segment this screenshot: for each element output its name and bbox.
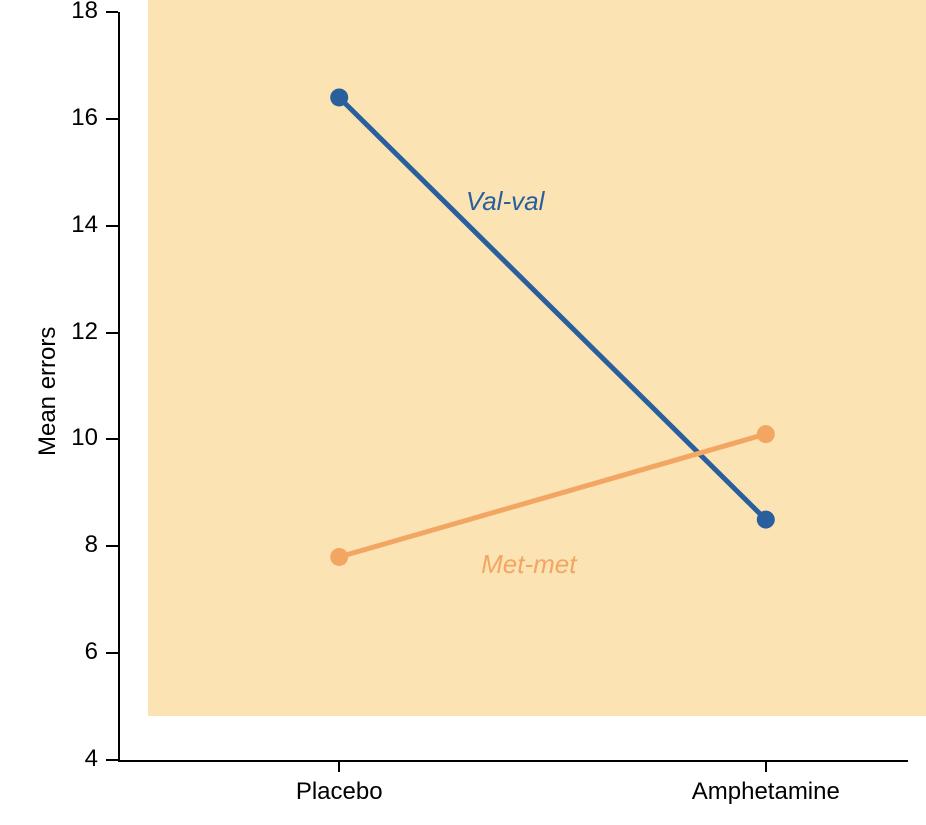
series-marker: [330, 548, 348, 566]
series-line: [339, 97, 766, 519]
series-marker: [330, 88, 348, 106]
series-marker: [757, 425, 775, 443]
series-label: Val-val: [466, 186, 545, 217]
series-marker: [757, 511, 775, 529]
chart-container: 4681012141618 PlaceboAmphetamine Mean er…: [0, 0, 926, 825]
series-line: [339, 434, 766, 557]
plot-lines: [0, 0, 926, 825]
series-label: Met-met: [481, 549, 576, 580]
